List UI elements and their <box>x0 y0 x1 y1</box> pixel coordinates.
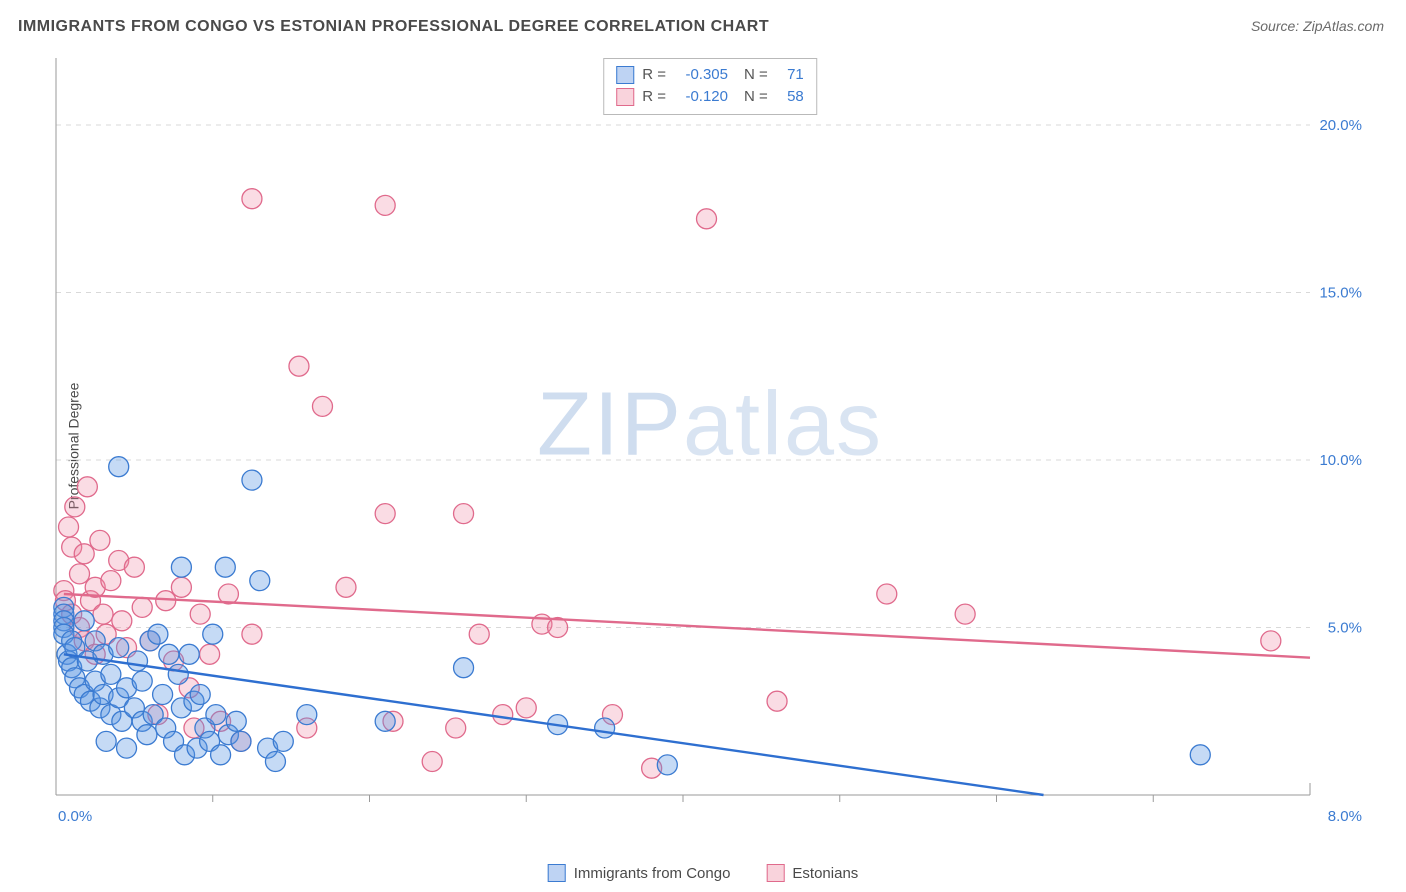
svg-text:8.0%: 8.0% <box>1328 808 1362 825</box>
swatch-blue-icon <box>548 864 566 882</box>
r-value-blue: -0.305 <box>672 64 728 86</box>
correlation-stats-box: R = -0.305 N = 71 R = -0.120 N = 58 <box>603 58 817 115</box>
source-attribution: Source: ZipAtlas.com <box>1251 18 1384 34</box>
n-label: N = <box>744 64 768 86</box>
svg-text:10.0%: 10.0% <box>1319 452 1362 469</box>
r-label: R = <box>642 64 666 86</box>
r-value-pink: -0.120 <box>672 86 728 108</box>
svg-text:0.0%: 0.0% <box>58 808 92 825</box>
series-legend: Immigrants from Congo Estonians <box>548 864 859 882</box>
svg-text:5.0%: 5.0% <box>1328 620 1362 637</box>
stats-row-blue: R = -0.305 N = 71 <box>616 64 804 86</box>
legend-label-pink: Estonians <box>792 865 858 882</box>
n-value-blue: 71 <box>774 64 804 86</box>
swatch-blue-icon <box>616 66 634 84</box>
legend-item-blue: Immigrants from Congo <box>548 864 731 882</box>
svg-text:20.0%: 20.0% <box>1319 117 1362 134</box>
legend-label-blue: Immigrants from Congo <box>574 865 731 882</box>
legend-item-pink: Estonians <box>766 864 858 882</box>
chart-area: ZIPatlas 5.0%10.0%15.0%20.0%0.0%8.0% R =… <box>50 55 1370 825</box>
stats-row-pink: R = -0.120 N = 58 <box>616 86 804 108</box>
chart-title: IMMIGRANTS FROM CONGO VS ESTONIAN PROFES… <box>18 18 769 36</box>
scatter-chart: 5.0% 10.0% 15.0% 20.0% 0.0% 8.0% <box>50 55 1370 825</box>
n-label: N = <box>744 86 768 108</box>
swatch-pink-icon <box>766 864 784 882</box>
n-value-pink: 58 <box>774 86 804 108</box>
r-label: R = <box>642 86 666 108</box>
swatch-pink-icon <box>616 88 634 106</box>
svg-text:15.0%: 15.0% <box>1319 285 1362 302</box>
